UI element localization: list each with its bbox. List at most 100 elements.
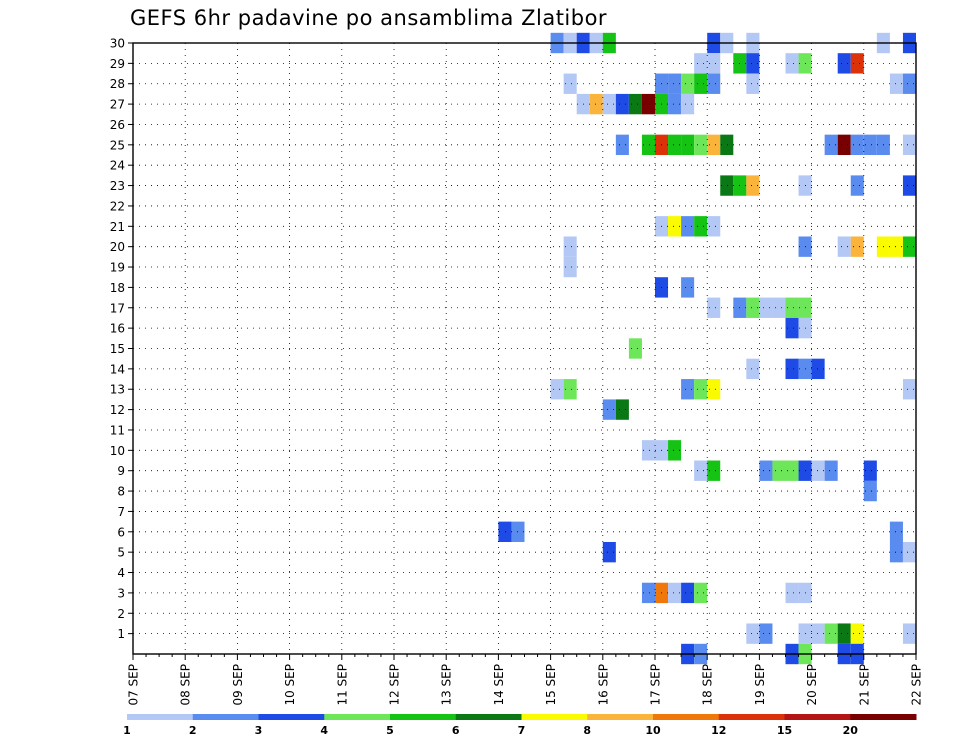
heatmap-cell [668, 93, 682, 115]
y-tick-label: 23 [110, 179, 125, 193]
heatmap-cell [811, 623, 825, 644]
colorbar-label: 8 [583, 724, 591, 737]
heatmap-cell [563, 379, 577, 400]
heatmap-cell [668, 216, 682, 237]
y-tick-label: 4 [117, 566, 125, 580]
y-tick-label: 28 [110, 77, 125, 91]
heatmap-cell [902, 623, 916, 644]
heatmap-cell [668, 582, 682, 604]
y-tick-label: 20 [110, 240, 125, 254]
heatmap-cell [641, 93, 655, 115]
heatmap-cell [694, 134, 708, 156]
colorbar-label: 10 [645, 724, 661, 737]
heatmap-cell [902, 134, 916, 156]
x-tick-label: 11 SEP [335, 664, 349, 706]
heatmap-cell [850, 236, 864, 257]
heatmap-cell [902, 236, 916, 257]
colorbar-swatch [653, 714, 720, 720]
x-tick-label: 13 SEP [440, 664, 454, 706]
colorbar-swatch [850, 714, 917, 720]
heatmap-cell [902, 379, 916, 400]
heatmap-cell [707, 73, 721, 94]
heatmap-cell [746, 73, 760, 94]
heatmap-cell [850, 175, 864, 196]
x-tick-label: 12 SEP [388, 664, 402, 706]
heatmap-cell [746, 358, 760, 380]
x-tick-label: 19 SEP [753, 664, 767, 706]
colorbar-swatch [718, 714, 785, 720]
heatmap-cell [563, 236, 577, 257]
heatmap-cell [850, 134, 864, 156]
heatmap-cell [746, 53, 760, 74]
heatmap-cell [668, 134, 682, 156]
heatmap-cell [746, 297, 760, 318]
heatmap-cell [785, 358, 799, 380]
heatmap-cell [902, 175, 916, 196]
heatmap-cell [850, 53, 864, 74]
heatmap-cell [759, 460, 773, 481]
colorbar-label: 15 [777, 724, 792, 737]
x-tick-label: 08 SEP [179, 664, 193, 706]
x-tick-label: 16 SEP [596, 664, 610, 706]
heatmap-cell [668, 73, 682, 94]
x-tick-label: 09 SEP [231, 664, 245, 706]
heatmap-cell [563, 256, 577, 278]
heatmap-cell [902, 541, 916, 563]
y-tick-label: 18 [110, 281, 125, 295]
heatmap-cell [889, 521, 903, 542]
heatmap-cell [641, 582, 655, 604]
heatmap-cell [641, 440, 655, 461]
heatmap-cell [785, 582, 799, 604]
heatmap-cell [707, 379, 721, 400]
colorbar-swatch [587, 714, 654, 720]
y-tick-label: 7 [117, 505, 125, 519]
heatmap-cell [824, 134, 838, 156]
y-tick-label: 8 [117, 485, 125, 499]
heatmap-cell [902, 73, 916, 94]
colorbar-swatch [324, 714, 391, 720]
heatmap-cell [681, 582, 695, 604]
heatmap-cell [550, 379, 564, 400]
heatmap-cell [602, 541, 616, 563]
heatmap-cell [746, 623, 760, 644]
x-tick-label: 22 SEP [910, 664, 924, 706]
colorbar-label: 5 [386, 724, 394, 737]
heatmap-cell [772, 297, 786, 318]
plot-frame [132, 42, 917, 655]
heatmap-cell [785, 297, 799, 318]
heatmap-cell [889, 73, 903, 94]
heatmap-cell [759, 297, 773, 318]
y-tick-label: 16 [110, 322, 125, 336]
y-tick-label: 14 [110, 362, 125, 376]
y-tick-label: 22 [110, 199, 125, 213]
heatmap-cell [785, 53, 799, 74]
heatmap-cell [694, 216, 708, 237]
heatmap-cell [589, 93, 603, 115]
heatmap-cell [850, 623, 864, 644]
colorbar-label: 12 [711, 724, 726, 737]
x-tick-label: 10 SEP [283, 664, 297, 706]
heatmap-cell [615, 399, 629, 420]
heatmap-cell [746, 175, 760, 196]
x-tick-label: 15 SEP [544, 664, 558, 706]
heatmap-cell [641, 134, 655, 156]
y-axis-ticks: 1234567891011121314151617181920212223242… [110, 37, 133, 641]
x-tick-label: 21 SEP [857, 664, 871, 706]
colorbar-swatch [521, 714, 588, 720]
heatmap-cell [707, 53, 721, 74]
colorbar-swatch [784, 714, 851, 720]
y-tick-label: 3 [117, 586, 125, 600]
heatmap-cell [707, 216, 721, 237]
colorbar-label: 3 [255, 724, 263, 737]
y-tick-label: 21 [110, 220, 125, 234]
heatmap-cell [863, 134, 877, 156]
heatmap-cell [837, 134, 851, 156]
heatmap-cell [628, 338, 642, 359]
y-tick-label: 15 [110, 342, 125, 356]
heatmap-cell [681, 216, 695, 237]
colorbar: 1 2 3 4 5 6 7 8 10 12 15 20 [123, 714, 917, 737]
y-tick-label: 2 [117, 607, 125, 621]
y-tick-label: 26 [110, 118, 125, 132]
colorbar-swatch [192, 714, 259, 720]
heatmap-cell [720, 134, 734, 156]
